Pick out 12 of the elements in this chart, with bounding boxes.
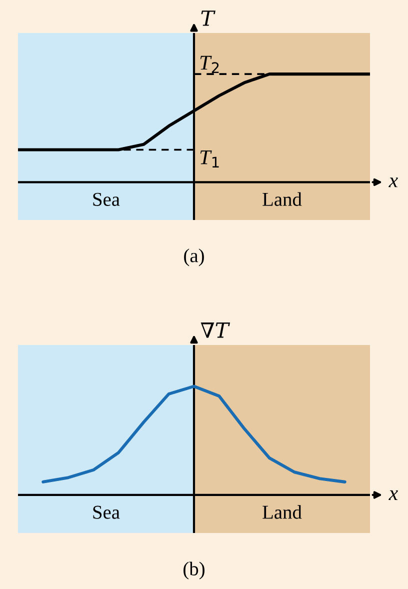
text: (a) <box>184 248 204 266</box>
y-axis-title: T <box>201 10 216 26</box>
x-axis-title: x <box>388 490 398 500</box>
text: Land <box>262 192 302 206</box>
text: Sea <box>93 506 120 519</box>
text: Land <box>262 505 302 519</box>
text: (b) <box>184 562 204 580</box>
ref-line-label: T$_{1}$ <box>200 150 219 168</box>
ref-line-label: T$_{2}$ <box>200 56 219 73</box>
x-axis-title: x <box>388 178 398 188</box>
y-axis-title: ∇T <box>200 322 230 338</box>
text: Sea <box>93 192 120 206</box>
